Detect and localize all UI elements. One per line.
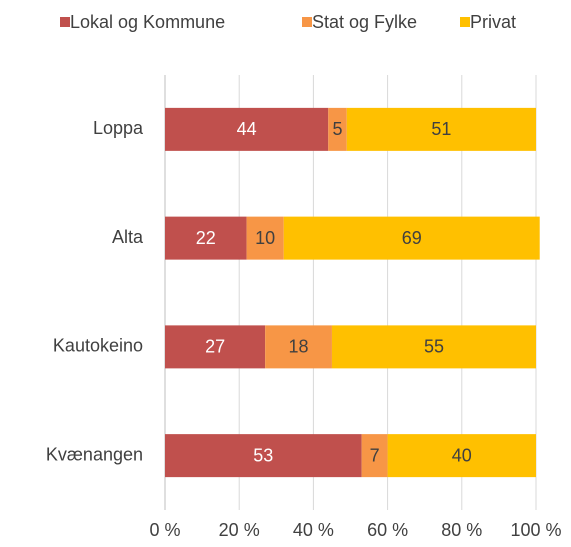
bar-segment — [165, 107, 329, 151]
bar-segment — [165, 325, 266, 369]
bar-segment — [165, 434, 362, 478]
y-tick-label: Loppa — [93, 118, 144, 138]
x-tick-label: 40 % — [293, 520, 334, 540]
y-tick-label: Kautokeino — [53, 336, 143, 356]
legend-swatch — [302, 17, 312, 27]
bar-segment — [328, 107, 347, 151]
data-label: 40 — [452, 445, 472, 465]
data-label: 10 — [255, 228, 275, 248]
data-label: 53 — [253, 445, 273, 465]
x-tick-label: 20 % — [219, 520, 260, 540]
legend-swatch — [60, 17, 70, 27]
data-label: 27 — [205, 337, 225, 357]
bar-segment — [331, 325, 536, 369]
bar-segment — [346, 107, 536, 151]
data-label: 18 — [289, 337, 309, 357]
data-label: 69 — [402, 228, 422, 248]
bar-segment — [361, 434, 388, 478]
x-tick-label: 60 % — [367, 520, 408, 540]
data-label: 55 — [424, 337, 444, 357]
data-label: 7 — [370, 445, 380, 465]
legend-label: Stat og Fylke — [312, 12, 417, 32]
data-label: 22 — [196, 228, 216, 248]
data-label: 51 — [431, 119, 451, 139]
data-label: 5 — [333, 119, 343, 139]
x-tick-label: 80 % — [441, 520, 482, 540]
bar-segment — [265, 325, 332, 369]
bar-segment — [165, 216, 247, 260]
y-tick-label: Kvænangen — [46, 444, 143, 464]
y-tick-label: Alta — [112, 227, 144, 247]
legend-swatch — [460, 17, 470, 27]
data-label: 44 — [237, 119, 257, 139]
legend-label: Privat — [470, 12, 516, 32]
x-tick-label: 0 % — [149, 520, 180, 540]
bar-segment — [283, 216, 540, 260]
bar-segment — [246, 216, 284, 260]
bar-segment — [387, 434, 536, 478]
legend-label: Lokal og Kommune — [70, 12, 225, 32]
x-tick-label: 100 % — [510, 520, 561, 540]
